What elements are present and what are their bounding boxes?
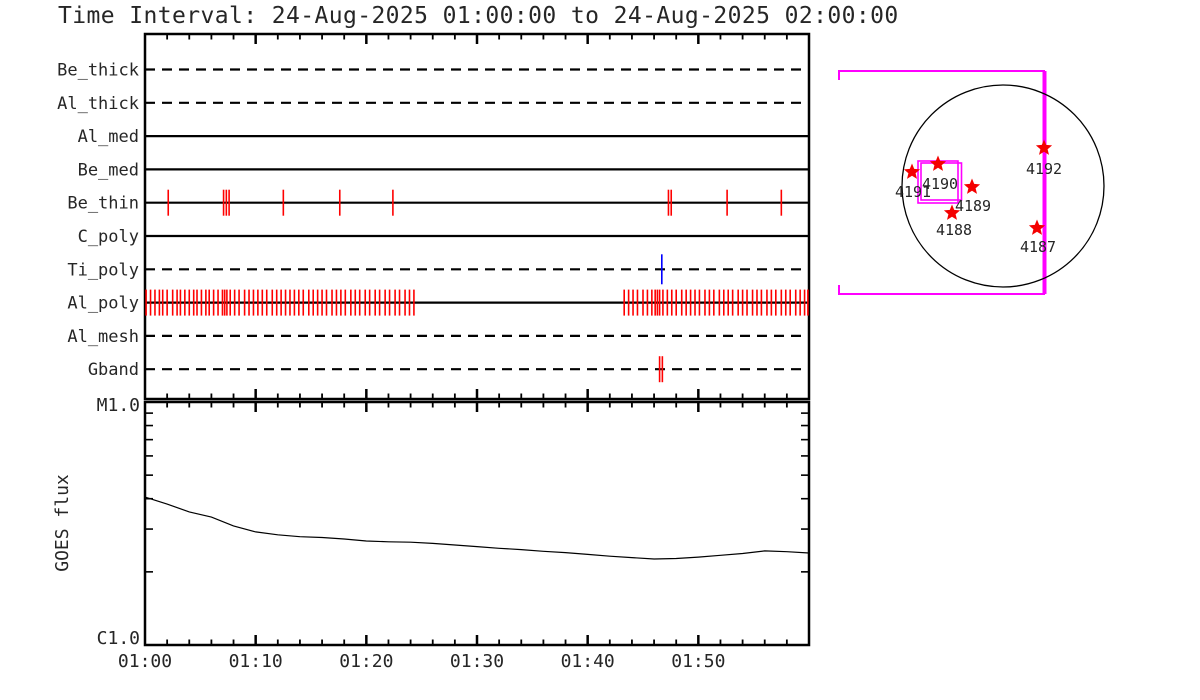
goes-ymax-label: M1.0 — [97, 395, 140, 416]
active-region-star-4187 — [1028, 219, 1046, 235]
active-region-star-4189 — [963, 178, 981, 194]
page-title: Time Interval: 24-Aug-2025 01:00:00 to 2… — [58, 3, 899, 29]
active-region-label-4187: 4187 — [1020, 238, 1056, 256]
active-region-label-4188: 4188 — [936, 221, 972, 239]
x-tick-label-01:00: 01:00 — [118, 651, 172, 672]
active-region-label-4190: 4190 — [922, 175, 958, 193]
active-region-star-4192 — [1035, 139, 1053, 155]
row-label-Gband: Gband — [88, 360, 139, 380]
goes-ymin-label: C1.0 — [97, 628, 140, 649]
row-label-Be_thin: Be_thin — [67, 194, 139, 214]
row-label-Al_poly: Al_poly — [67, 294, 139, 314]
generated-plot-layer: Be_thick Al_thick Al_med Be_med Be_thin C_pol… — [57, 32, 1105, 672]
active-region-star-4191 — [903, 163, 921, 179]
row-label-Be_thick: Be_thick — [57, 61, 139, 81]
row-label-Al_mesh: Al_mesh — [67, 327, 139, 347]
x-tick-label-01:10: 01:10 — [229, 651, 283, 672]
solar-disk — [901, 84, 1105, 288]
row-label-Be_med: Be_med — [78, 160, 139, 180]
row-label-Al_thick: Al_thick — [57, 94, 139, 114]
x-tick-label-01:50: 01:50 — [671, 651, 725, 672]
x-tick-label-01:20: 01:20 — [339, 651, 393, 672]
x-tick-label-01:30: 01:30 — [450, 651, 504, 672]
goes-panel-border — [143, 400, 811, 647]
active-region-label-4189: 4189 — [955, 197, 991, 215]
row-label-Al_med: Al_med — [78, 127, 139, 147]
timeline-panel-border — [143, 32, 811, 401]
row-label-Ti_poly: Ti_poly — [67, 260, 139, 280]
goes-ylabel: GOES flux — [52, 474, 73, 572]
active-region-star-4188 — [943, 204, 961, 220]
row-label-C_poly: C_poly — [78, 227, 139, 247]
x-tick-label-01:40: 01:40 — [561, 651, 615, 672]
active-region-label-4192: 4192 — [1026, 160, 1062, 178]
goes-flux-curve — [144, 496, 810, 560]
active-region-label-4191: 4191 — [895, 183, 931, 201]
active-region-star-4190 — [929, 155, 947, 171]
